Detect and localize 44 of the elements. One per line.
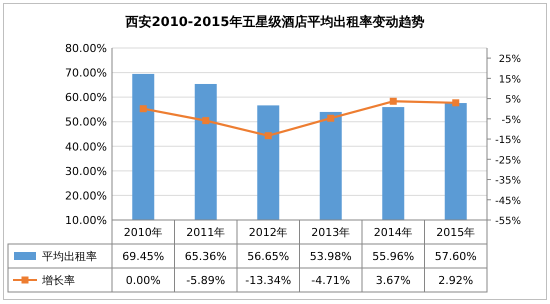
- y2-tick-label: 25%: [498, 54, 521, 66]
- point: [452, 99, 460, 106]
- x-tick-label: 2011年: [186, 226, 226, 239]
- data-label: 2.92%: [438, 274, 474, 287]
- point: [327, 114, 334, 122]
- y-tick-label: 70.00%: [65, 66, 107, 80]
- data-label: -4.71%: [311, 274, 350, 287]
- point: [390, 98, 397, 105]
- y2-tick-label: -55%: [495, 216, 521, 227]
- y2-tick-label: 5%: [505, 94, 521, 106]
- y-tick-label: 20.00%: [65, 189, 107, 202]
- legend-label: 增长率: [41, 274, 75, 287]
- y2-tick-label: -35%: [495, 176, 521, 187]
- data-label: 55.96%: [372, 250, 414, 263]
- y2-tick-label: 15%: [498, 74, 521, 86]
- x-tick-label: 2014年: [374, 226, 413, 239]
- y-tick-label: 30.00%: [65, 164, 107, 178]
- data-label: 53.98%: [310, 250, 352, 263]
- data-label: 65.36%: [184, 250, 227, 263]
- y-tick-label: 40.00%: [65, 140, 107, 154]
- x-tick-label: 2013年: [311, 226, 350, 239]
- y2-tick-label: -25%: [495, 155, 521, 166]
- data-label: -13.34%: [245, 274, 292, 287]
- y2-tick-label: -5%: [502, 114, 521, 126]
- x-tick-label: 2015年: [436, 226, 476, 239]
- point: [264, 132, 272, 140]
- y-tick-label: 10.00%: [65, 214, 107, 227]
- y-tick-label: 50.00%: [65, 116, 107, 129]
- x-tick-label: 2012年: [248, 226, 288, 239]
- legend-label: 平均出租率: [42, 250, 97, 263]
- y-tick-label: 60.00%: [65, 91, 107, 104]
- chart-title: 西安2010-2015年五星级酒店平均出租率变动趋势: [124, 14, 424, 30]
- data-label: 56.65%: [247, 250, 290, 263]
- data-label: 69.45%: [122, 250, 164, 263]
- y2-tick-label: -15%: [495, 135, 521, 146]
- data-label: -5.89%: [186, 274, 226, 287]
- point: [202, 117, 210, 124]
- point: [140, 105, 147, 112]
- x-tick-label: 2010年: [124, 226, 163, 239]
- data-label: 0.00%: [126, 274, 161, 287]
- y2-tick-label: -45%: [495, 196, 521, 207]
- y-tick-label: 80.00%: [65, 42, 107, 55]
- data-label: 3.67%: [376, 274, 411, 287]
- data-label: 57.60%: [434, 250, 477, 263]
